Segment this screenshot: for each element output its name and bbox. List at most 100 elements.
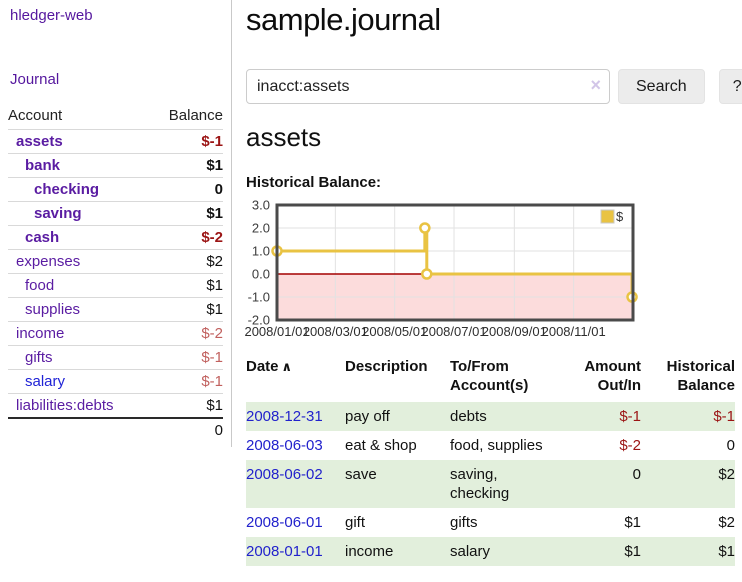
account-row: supplies $1 bbox=[8, 297, 223, 321]
account-row: salary $-1 bbox=[8, 369, 223, 393]
account-balance: 0 bbox=[214, 181, 223, 198]
transaction-description: eat & shop bbox=[345, 437, 417, 454]
svg-text:2.0: 2.0 bbox=[252, 221, 270, 236]
sidebar-account-food[interactable]: food bbox=[25, 277, 55, 294]
sidebar-account-income[interactable]: income bbox=[16, 325, 65, 342]
accounts-total-balance: 0 bbox=[214, 422, 223, 439]
transaction-date-link[interactable]: 2008-06-03 bbox=[246, 437, 323, 454]
search-input[interactable] bbox=[246, 69, 610, 104]
search-button[interactable]: Search bbox=[618, 69, 705, 104]
sort-ascending-icon: ∧ bbox=[281, 359, 293, 374]
svg-text:-1.0: -1.0 bbox=[248, 290, 270, 305]
transaction-description: save bbox=[345, 466, 377, 483]
register-row: 2008-01-01 income salary $1 $1 bbox=[246, 537, 735, 566]
account-heading: assets bbox=[246, 122, 322, 152]
accounts-col-account: Account bbox=[8, 107, 63, 124]
clear-search-icon[interactable]: × bbox=[590, 75, 601, 95]
chart-title: Historical Balance: bbox=[246, 174, 382, 191]
transaction-description: income bbox=[345, 543, 394, 560]
transaction-balance: $-1 bbox=[713, 408, 735, 425]
help-button[interactable]: ? bbox=[718, 69, 742, 104]
account-row: saving $1 bbox=[8, 201, 223, 225]
sidebar-account-salary[interactable]: salary bbox=[25, 373, 66, 390]
transaction-accounts: salary bbox=[450, 543, 491, 560]
transaction-balance: $2 bbox=[718, 514, 735, 531]
register-row: 2008-06-02 save saving, checking 0 $2 bbox=[246, 460, 735, 508]
sidebar-account-expenses[interactable]: expenses bbox=[16, 253, 81, 270]
account-row: income $-2 bbox=[8, 321, 223, 345]
sidebar-account-checking[interactable]: checking bbox=[34, 181, 100, 198]
sidebar-account-assets[interactable]: assets bbox=[16, 133, 63, 150]
account-balance: $-1 bbox=[201, 133, 223, 150]
svg-text:2008/11/01: 2008/11/01 bbox=[542, 324, 606, 339]
register-col-amount: Amount Out/In bbox=[584, 358, 641, 394]
transaction-amount: $-2 bbox=[619, 437, 641, 454]
transaction-accounts: saving, checking bbox=[450, 466, 510, 502]
account-row: expenses $2 bbox=[8, 249, 223, 273]
search-form: × Search ? bbox=[246, 69, 742, 104]
sidebar-item-journal[interactable]: Journal bbox=[10, 71, 60, 88]
svg-text:1.0: 1.0 bbox=[252, 244, 270, 259]
account-row: gifts $-1 bbox=[8, 345, 223, 369]
sidebar-account-bank[interactable]: bank bbox=[25, 157, 61, 174]
historical-balance-chart: 3.0 2.0 1.0 0.0 -1.0 -2.02008/01/012008/03/01… bbox=[244, 198, 638, 339]
register-col-accounts: To/From Account(s) bbox=[450, 358, 529, 394]
transaction-date-link[interactable]: 2008-01-01 bbox=[246, 543, 323, 560]
register-row: 2008-12-31 pay off debts $-1 $-1 bbox=[246, 402, 735, 431]
accounts-table-header: Account Balance bbox=[8, 103, 223, 129]
transaction-balance: $1 bbox=[718, 543, 735, 560]
register-header-row: Date ∧ Description To/From Account(s) Amo… bbox=[246, 357, 735, 402]
account-balance: $1 bbox=[206, 301, 223, 318]
svg-text:-2.0: -2.0 bbox=[248, 313, 270, 328]
sidebar-account-gifts[interactable]: gifts bbox=[25, 349, 53, 366]
account-balance: $1 bbox=[206, 397, 223, 414]
account-row: assets $-1 bbox=[8, 129, 223, 153]
date-header-label: Date bbox=[246, 358, 279, 375]
register-row: 2008-06-01 gift gifts $1 $2 bbox=[246, 508, 735, 537]
transaction-date-link[interactable]: 2008-06-02 bbox=[246, 466, 323, 483]
transaction-balance: $2 bbox=[718, 466, 735, 483]
transaction-amount: $1 bbox=[624, 514, 641, 531]
transaction-accounts: gifts bbox=[450, 514, 478, 531]
account-balance: $1 bbox=[206, 277, 223, 294]
account-row: cash $-2 bbox=[8, 225, 223, 249]
svg-text:2008/05/01: 2008/05/01 bbox=[362, 324, 427, 339]
svg-text:2008/09/01: 2008/09/01 bbox=[482, 324, 547, 339]
svg-text:2008/07/01: 2008/07/01 bbox=[421, 324, 486, 339]
transaction-date-link[interactable]: 2008-06-01 bbox=[246, 514, 323, 531]
svg-text:2008/03/01: 2008/03/01 bbox=[303, 324, 368, 339]
accounts-total-row: 0 bbox=[8, 417, 223, 442]
svg-text:3.0: 3.0 bbox=[252, 198, 270, 213]
account-row: checking 0 bbox=[8, 177, 223, 201]
register-col-date[interactable]: Date ∧ bbox=[246, 357, 345, 402]
transaction-accounts: food, supplies bbox=[450, 437, 543, 454]
register-table: Date ∧ Description To/From Account(s) Amo… bbox=[246, 357, 735, 566]
sidebar-account-supplies[interactable]: supplies bbox=[25, 301, 81, 318]
account-balance: $-1 bbox=[201, 373, 223, 390]
transaction-amount: $1 bbox=[624, 543, 641, 560]
account-row: liabilities:debts $1 bbox=[8, 393, 223, 417]
account-balance: $-2 bbox=[201, 325, 223, 342]
account-balance: $1 bbox=[206, 157, 223, 174]
account-balance: $-1 bbox=[201, 349, 223, 366]
register-col-description: Description bbox=[345, 358, 428, 375]
svg-text:2008/01/01: 2008/01/01 bbox=[244, 324, 309, 339]
svg-text:0.0: 0.0 bbox=[252, 267, 270, 282]
transaction-amount: 0 bbox=[632, 466, 641, 483]
transaction-description: gift bbox=[345, 514, 366, 531]
transaction-description: pay off bbox=[345, 408, 390, 425]
sidebar-account-liabilities-debts[interactable]: liabilities:debts bbox=[16, 397, 114, 414]
page-title: sample.journal bbox=[246, 2, 441, 37]
sidebar-account-cash[interactable]: cash bbox=[25, 229, 60, 246]
account-row: bank $1 bbox=[8, 153, 223, 177]
accounts-table: Account Balance assets $-1 bank $1 check… bbox=[8, 103, 223, 442]
transaction-date-link[interactable]: 2008-12-31 bbox=[246, 408, 323, 425]
app-brand-link[interactable]: hledger-web bbox=[10, 7, 93, 24]
sidebar: hledger-web Journal Account Balance asse… bbox=[0, 0, 232, 447]
register-row: 2008-06-03 eat & shop food, supplies $-2… bbox=[246, 431, 735, 460]
account-balance: $1 bbox=[206, 205, 223, 222]
transaction-amount: $-1 bbox=[619, 408, 641, 425]
sidebar-account-saving[interactable]: saving bbox=[34, 205, 82, 222]
transaction-balance: 0 bbox=[726, 437, 735, 454]
main-content: sample.journal × Search ? assets Histori… bbox=[233, 0, 742, 582]
